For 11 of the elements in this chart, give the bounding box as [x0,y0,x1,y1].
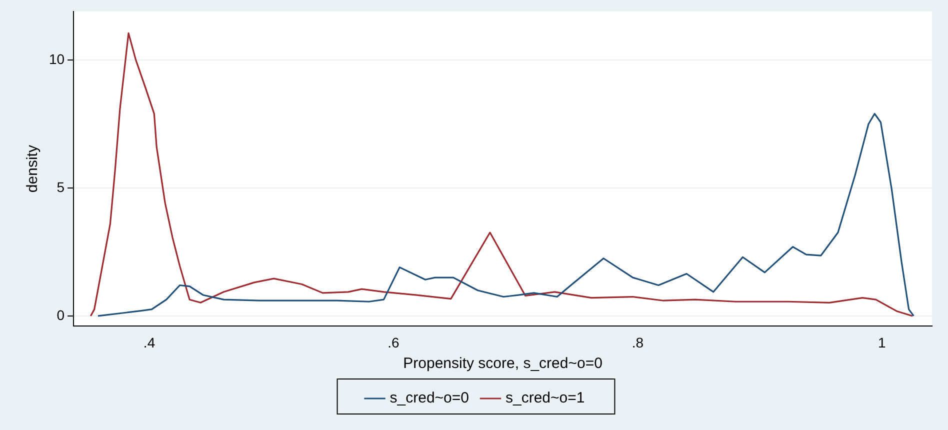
x-tick-label: .4 [143,334,156,350]
y-axis-title: density [24,144,42,193]
x-tick-label: 1 [878,334,886,350]
y-tick-label: 0 [56,306,65,323]
x-tick-label: .8 [632,334,644,350]
legend-label: s_cred~o=1 [506,390,585,407]
x-tick-label: .6 [388,334,400,350]
x-axis-title: Propensity score, s_cred~o=0 [403,355,602,372]
legend-label: s_cred~o=0 [390,390,470,407]
y-tick-label: 5 [56,178,65,195]
y-tick-label: 10 [48,50,65,67]
